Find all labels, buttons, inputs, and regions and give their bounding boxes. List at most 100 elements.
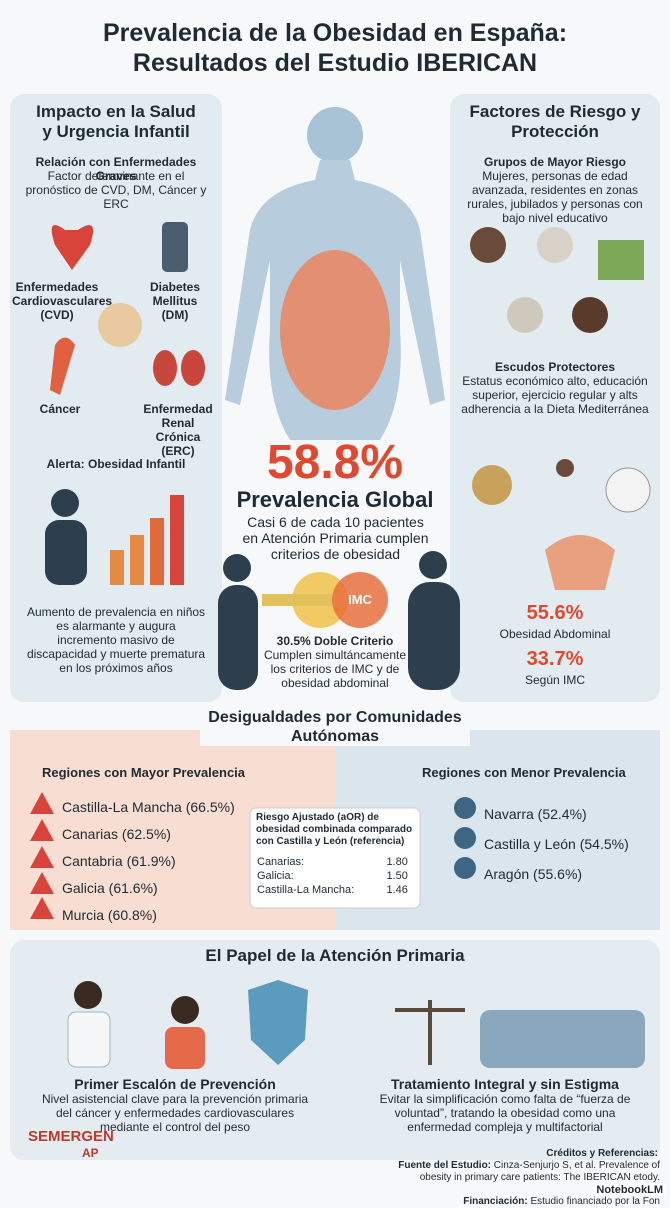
section-title: El Papel de la Atención Primaria bbox=[205, 946, 465, 965]
table-row: Galicia: 1.50 bbox=[256, 869, 416, 883]
brand: NotebookLM bbox=[593, 1184, 666, 1196]
care-panel bbox=[10, 940, 660, 1160]
runner-icon bbox=[556, 459, 574, 477]
doctor-icon bbox=[74, 981, 102, 1009]
subtitle: Grupos de Mayor Riesgo bbox=[483, 155, 627, 169]
region-item: Aragón (55.6%) bbox=[484, 866, 583, 882]
aor-table: Canarias: 1.80 Galicia: 1.50 Castilla-La M… bbox=[256, 855, 416, 897]
panel-title: Impacto en la Salud y Urgencia Infantil bbox=[36, 102, 196, 141]
cell: 1.50 bbox=[386, 870, 408, 882]
money-icon bbox=[472, 465, 512, 505]
stat-label: Según IMC bbox=[524, 673, 586, 687]
child-chart-icon bbox=[45, 489, 184, 585]
table-row: Canarias: 1.80 bbox=[256, 855, 416, 869]
warning-icon bbox=[30, 872, 54, 894]
title-line: Resultados del Estudio IBERICAN bbox=[132, 49, 538, 77]
venn-circle bbox=[332, 572, 388, 628]
disease-icons bbox=[50, 222, 205, 395]
person-icon bbox=[537, 227, 573, 263]
venn-label: IMC bbox=[348, 592, 372, 607]
check-icon bbox=[454, 857, 476, 879]
funding-text: Estudio financiado por la Fon bbox=[530, 1196, 660, 1207]
region-item: Canarias (62.5%) bbox=[62, 826, 171, 842]
belly-glow bbox=[280, 250, 390, 410]
kidney-icon bbox=[153, 350, 177, 386]
disease: Enfermedad Renal Crónica (ERC) bbox=[143, 402, 213, 458]
double-title: 30.5% Doble Criterio bbox=[276, 634, 394, 648]
care-title: Tratamiento Integral y sin Estigma bbox=[391, 1076, 619, 1092]
care-icons bbox=[67, 980, 645, 1069]
strong-icon bbox=[545, 535, 615, 590]
logo-sub: AP bbox=[82, 1146, 99, 1160]
doctor-body bbox=[67, 1011, 111, 1068]
care-text: Evitar la simplificación como falta de “… bbox=[379, 1092, 631, 1134]
region-item: Castilla-La Mancha (66.5%) bbox=[62, 799, 235, 815]
silhouette-head bbox=[419, 551, 447, 579]
person-icon bbox=[572, 297, 608, 333]
region-heading: Regiones con Menor Prevalencia bbox=[422, 765, 626, 780]
double-text: Cumplen simultáncamente los criterios de… bbox=[263, 648, 407, 690]
check-icons bbox=[454, 797, 476, 879]
cell: Castilla-La Mancha: bbox=[257, 884, 355, 896]
silhouette-body bbox=[408, 582, 460, 690]
crowd-icon bbox=[480, 1010, 645, 1068]
warning-icons bbox=[30, 792, 54, 919]
alert-text: Aumento de prevalencia en niños es alarm… bbox=[26, 605, 206, 675]
stat-value: 33.7% bbox=[526, 648, 584, 670]
subtitle: Escudos Protectores bbox=[494, 360, 616, 374]
text: Estatus económico alto, educación superi… bbox=[461, 374, 649, 416]
kidney-icon bbox=[181, 350, 205, 386]
warning-icon bbox=[30, 792, 54, 814]
head bbox=[307, 107, 363, 163]
low-list: Navarra (52.4%) Castilla y León (54.5%) … bbox=[484, 799, 654, 889]
warning-icon bbox=[30, 846, 54, 868]
subtitle: Relación con Enfermedades Graves bbox=[35, 155, 197, 183]
check-icon bbox=[454, 797, 476, 819]
care-title: Primer Escalón de Prevención bbox=[74, 1076, 276, 1092]
table-box bbox=[249, 807, 421, 909]
disease: Diabetes Mellitus (DM) bbox=[149, 280, 201, 322]
disease: Cáncer bbox=[39, 402, 81, 416]
bar-icon bbox=[150, 518, 164, 585]
disease: Enfermedades Cardiovasculares (CVD) bbox=[12, 280, 113, 322]
region-item: Murcia (60.8%) bbox=[62, 907, 157, 923]
glucometer-icon bbox=[162, 222, 188, 272]
source-label: Fuente del Estudio: bbox=[398, 1160, 492, 1171]
silhouette-body bbox=[218, 585, 258, 690]
title-line: Prevalencia de la Obesidad en España: bbox=[102, 19, 568, 47]
tape bbox=[262, 594, 332, 606]
person-icon bbox=[507, 297, 543, 333]
child-head bbox=[51, 489, 79, 517]
global-label: Prevalencia Global bbox=[236, 487, 434, 512]
venn bbox=[262, 572, 388, 628]
global-text: Casi 6 de cada 10 pacientes en Atención … bbox=[242, 514, 429, 562]
text: Mujeres, personas de edad avanzada, resi… bbox=[467, 169, 643, 225]
region-item: Galicia (61.6%) bbox=[62, 880, 158, 896]
bar-icon bbox=[130, 535, 144, 585]
child-body bbox=[45, 520, 87, 585]
cell: 1.46 bbox=[386, 884, 408, 896]
waist-icon bbox=[98, 303, 142, 347]
cell: Canarias: bbox=[257, 856, 305, 868]
warning-icon bbox=[30, 897, 54, 919]
ribbon-icon bbox=[50, 337, 75, 395]
person-icon bbox=[470, 227, 506, 263]
table-row: Castilla-La Mancha: 1.46 bbox=[256, 883, 416, 897]
region-item: Castilla y León (54.5%) bbox=[484, 836, 629, 852]
section-title: Desigualdades por Comunidades Autónomas bbox=[200, 708, 470, 746]
body-figure bbox=[225, 107, 445, 440]
heart-icon bbox=[51, 225, 94, 270]
table-title: Riesgo Ajustado (aOR) de obesidad combin… bbox=[256, 812, 413, 847]
shield-icon bbox=[248, 980, 308, 1065]
region-item: Navarra (52.4%) bbox=[484, 806, 587, 822]
warning-icon bbox=[30, 819, 54, 841]
cell: 1.80 bbox=[386, 856, 408, 868]
title: Prevalencia de la Obesidad en España: Re… bbox=[0, 18, 670, 78]
region-heading: Regiones con Mayor Prevalencia bbox=[42, 765, 246, 780]
panel-title: Factores de Riesgo y Protección bbox=[469, 102, 641, 141]
care-text: Nivel asistencial clave para la prevenci… bbox=[41, 1092, 309, 1134]
patient-body bbox=[165, 1027, 205, 1069]
